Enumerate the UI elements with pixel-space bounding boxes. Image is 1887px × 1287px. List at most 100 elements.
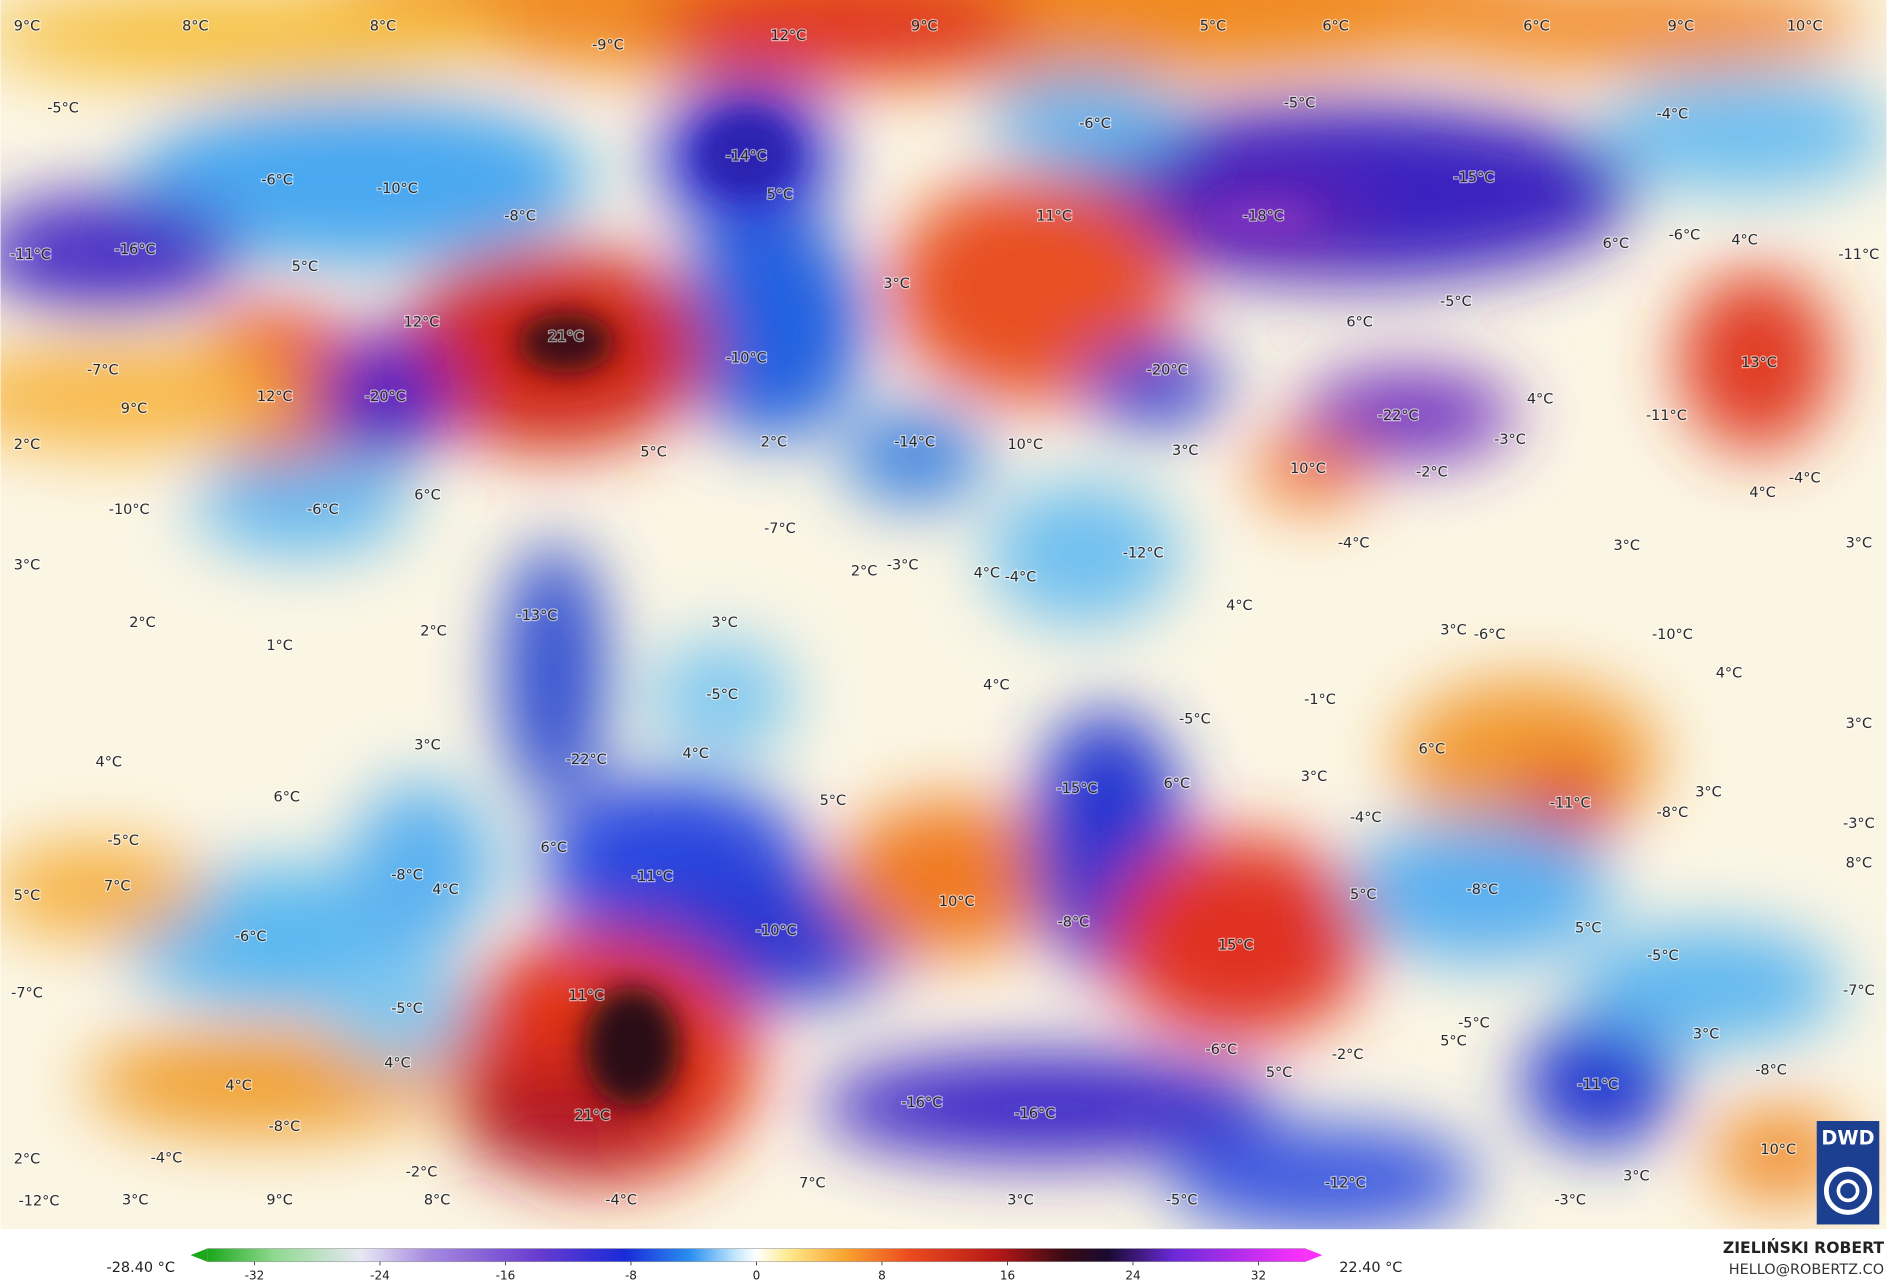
temperature-label: 3°C — [14, 557, 40, 573]
temperature-label: -9°C — [592, 38, 624, 54]
temperature-label: 8°C — [182, 18, 208, 34]
logo-swirl — [1823, 1166, 1873, 1215]
temperature-label: 4°C — [96, 755, 122, 771]
temperature-label: 10°C — [939, 894, 975, 910]
colorbar-body — [207, 1248, 1306, 1263]
temperature-label: -7°C — [764, 521, 796, 537]
color-region — [1576, 926, 1841, 1047]
temperature-label: 6°C — [1523, 18, 1549, 34]
temperature-label: -5°C — [1647, 948, 1679, 964]
color-region — [1600, 72, 1887, 193]
temperature-label: 7°C — [799, 1176, 825, 1192]
color-core — [583, 986, 681, 1107]
temperature-label: -3°C — [887, 557, 919, 573]
color-core — [1209, 197, 1318, 241]
temperature-label: -5°C — [1179, 711, 1211, 727]
color-region — [1678, 270, 1835, 452]
color-region — [818, 1052, 1276, 1161]
color-region — [0, 192, 242, 313]
temperature-label: -3°C — [1494, 432, 1526, 448]
color-region — [1347, 817, 1613, 963]
colorbar-tick-label: 24 — [1125, 1269, 1140, 1283]
temperature-label: -12°C — [1325, 1176, 1366, 1192]
temperature-label: 4°C — [1527, 391, 1553, 407]
temperature-label: 6°C — [541, 840, 567, 856]
color-region — [84, 1028, 446, 1137]
temperature-label: -5°C — [1284, 95, 1316, 111]
temperature-label: -5°C — [1166, 1192, 1198, 1208]
temperature-label: -12°C — [19, 1194, 60, 1210]
color-region — [986, 481, 1180, 626]
temperature-label: -6°C — [1079, 116, 1111, 132]
temperature-label: 10°C — [1787, 18, 1823, 34]
color-region — [674, 210, 867, 440]
color-region — [319, 330, 452, 464]
temperature-label: 4°C — [974, 566, 1000, 582]
temperature-label: 3°C — [1693, 1026, 1719, 1042]
temperature-field — [0, 0, 1887, 1230]
temperature-label: -11°C — [1838, 247, 1879, 263]
temperature-label: -4°C — [1657, 106, 1689, 122]
temperature-label: 4°C — [983, 678, 1009, 694]
temperature-label: -6°C — [1206, 1042, 1238, 1058]
temperature-label: 1°C — [266, 638, 292, 654]
temperature-label: -2°C — [1332, 1047, 1364, 1063]
temperature-label: 4°C — [384, 1055, 410, 1071]
temperature-label: -10°C — [756, 923, 797, 939]
temperature-label: -12°C — [1123, 545, 1164, 561]
temperature-label: 21°C — [574, 1108, 610, 1124]
temperature-label: -7°C — [1843, 983, 1875, 999]
color-region — [1383, 0, 1865, 73]
temperature-label: -4°C — [1350, 810, 1382, 826]
temperature-label: -16°C — [901, 1095, 942, 1111]
logo-text: DWD — [1821, 1127, 1874, 1150]
color-region — [650, 0, 1035, 79]
temperature-label: -11°C — [1646, 408, 1687, 424]
color-region — [192, 457, 410, 554]
temperature-label: 4°C — [1716, 666, 1742, 682]
color-core — [698, 111, 795, 197]
temperature-label: 3°C — [1440, 622, 1466, 638]
temperature-label: 3°C — [1172, 443, 1198, 459]
temperature-label: -11°C — [632, 869, 673, 885]
colorbar-min: -28.40 °C — [107, 1260, 175, 1276]
temperature-label: 5°C — [14, 888, 40, 904]
color-region — [1107, 835, 1372, 1041]
temperature-label: -11°C — [1577, 1077, 1618, 1093]
temperature-label: 8°C — [1846, 856, 1872, 872]
color-region — [1083, 342, 1228, 427]
color-region — [1251, 433, 1372, 506]
color-core — [517, 312, 614, 373]
temperature-label: 4°C — [1226, 598, 1252, 614]
temperature-label: 2°C — [14, 1152, 40, 1168]
temperature-label: -13°C — [517, 608, 558, 624]
color-region — [986, 72, 1180, 169]
temperature-label: 2°C — [420, 623, 446, 639]
temperature-label: -10°C — [1652, 627, 1693, 643]
dwd-logo: DWD — [1816, 1121, 1880, 1225]
temperature-label: -10°C — [109, 502, 150, 518]
temperature-label: 6°C — [1322, 18, 1348, 34]
temperature-label: 2°C — [761, 435, 787, 451]
temperature-label: 9°C — [121, 401, 147, 417]
temperature-label: 10°C — [1760, 1142, 1796, 1158]
temperature-label: -16°C — [1014, 1106, 1055, 1122]
temperature-label: 11°C — [568, 988, 604, 1004]
temperature-label: -2°C — [1416, 465, 1448, 481]
temperature-label: 12°C — [404, 314, 440, 330]
temperature-label: -11°C — [10, 247, 51, 263]
temperature-label: -5°C — [1440, 294, 1472, 310]
temperature-label: -8°C — [504, 209, 536, 225]
colorbar-tick-label: -16 — [496, 1269, 516, 1283]
color-region — [0, 342, 302, 452]
temperature-label: -15°C — [1057, 781, 1098, 797]
author: ZIELIŃSKI ROBERT — [1723, 1238, 1885, 1257]
temperature-labels: 9°C 8°C 8°C 12°C 9°C 5°C 6°C 6°C 9°C 10°C -9°C -5°C… — [9, 17, 1881, 1211]
temperature-label: -10°C — [726, 350, 767, 366]
temperature-label: -11°C — [1550, 795, 1591, 811]
temperature-label: 9°C — [911, 18, 937, 34]
temperature-label: -6°C — [1474, 627, 1506, 643]
colorbar-tick-label: 16 — [1000, 1269, 1015, 1283]
